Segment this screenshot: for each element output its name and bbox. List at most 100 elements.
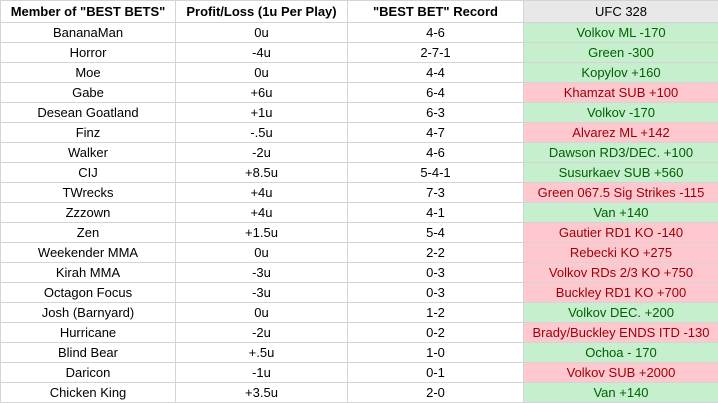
pick-cell: Volkov ML -170 <box>524 23 718 43</box>
cell: +8.5u <box>176 163 348 183</box>
cell: -1u <box>176 363 348 383</box>
pick-cell: Brady/Buckley ENDS ITD -130 <box>524 323 718 343</box>
cell: Josh (Barnyard) <box>1 303 176 323</box>
pick-cell: Gautier RD1 KO -140 <box>524 223 718 243</box>
cell: Zzzown <box>1 203 176 223</box>
cell: -3u <box>176 283 348 303</box>
pick-cell: Volkov -170 <box>524 103 718 123</box>
cell: 6-4 <box>348 83 524 103</box>
cell: Gabe <box>1 83 176 103</box>
cell: 5-4 <box>348 223 524 243</box>
cell: 4-7 <box>348 123 524 143</box>
header-cell: Profit/Loss (1u Per Play) <box>176 1 348 23</box>
cell: 4-4 <box>348 63 524 83</box>
pick-cell: Volkov SUB +2000 <box>524 363 718 383</box>
cell: -4u <box>176 43 348 63</box>
pick-cell: Van +140 <box>524 203 718 223</box>
cell: Desean Goatland <box>1 103 176 123</box>
cell: 0-2 <box>348 323 524 343</box>
cell: TWrecks <box>1 183 176 203</box>
cell: 6-3 <box>348 103 524 123</box>
cell: +6u <box>176 83 348 103</box>
cell: +.5u <box>176 343 348 363</box>
cell: BananaMan <box>1 23 176 43</box>
header-cell: "BEST BET" Record <box>348 1 524 23</box>
cell: Zen <box>1 223 176 243</box>
cell: Blind Bear <box>1 343 176 363</box>
cell: 0-1 <box>348 363 524 383</box>
cell: +4u <box>176 183 348 203</box>
pick-cell: Dawson RD3/DEC. +100 <box>524 143 718 163</box>
cell: +3.5u <box>176 383 348 403</box>
pick-cell: Buckley RD1 KO +700 <box>524 283 718 303</box>
cell: +1.5u <box>176 223 348 243</box>
cell: 4-6 <box>348 23 524 43</box>
header-cell: Member of "BEST BETS" <box>1 1 176 23</box>
pick-cell: Susurkaev SUB +560 <box>524 163 718 183</box>
cell: Octagon Focus <box>1 283 176 303</box>
cell: 7-3 <box>348 183 524 203</box>
cell: -2u <box>176 323 348 343</box>
cell: 0u <box>176 23 348 43</box>
cell: 0-3 <box>348 263 524 283</box>
cell: -.5u <box>176 123 348 143</box>
cell: 4-6 <box>348 143 524 163</box>
cell: Weekender MMA <box>1 243 176 263</box>
cell: -2u <box>176 143 348 163</box>
cell: 0-3 <box>348 283 524 303</box>
cell: 2-7-1 <box>348 43 524 63</box>
cell: 1-0 <box>348 343 524 363</box>
pick-cell: Kopylov +160 <box>524 63 718 83</box>
cell: Walker <box>1 143 176 163</box>
pick-cell: Volkov RDs 2/3 KO +750 <box>524 263 718 283</box>
cell: Finz <box>1 123 176 143</box>
cell: 0u <box>176 243 348 263</box>
cell: Chicken King <box>1 383 176 403</box>
header-row: Member of "BEST BETS"Profit/Loss (1u Per… <box>1 1 718 23</box>
cell: 2-0 <box>348 383 524 403</box>
cell: 1-2 <box>348 303 524 323</box>
pick-cell: Alvarez ML +142 <box>524 123 718 143</box>
cell: Kirah MMA <box>1 263 176 283</box>
cell: 2-2 <box>348 243 524 263</box>
pick-cell: Ochoa - 170 <box>524 343 718 363</box>
pick-cell: Green 067.5 Sig Strikes -115 <box>524 183 718 203</box>
header-cell: UFC 328 <box>524 1 718 23</box>
cell: Daricon <box>1 363 176 383</box>
pick-cell: Van +140 <box>524 383 718 403</box>
pick-cell: Volkov DEC. +200 <box>524 303 718 323</box>
cell: 5-4-1 <box>348 163 524 183</box>
cell: 0u <box>176 63 348 83</box>
cell: Horror <box>1 43 176 63</box>
cell: +1u <box>176 103 348 123</box>
cell: -3u <box>176 263 348 283</box>
pick-cell: Green -300 <box>524 43 718 63</box>
pick-cell: Rebecki KO +275 <box>524 243 718 263</box>
cell: 0u <box>176 303 348 323</box>
cell: Hurricane <box>1 323 176 343</box>
cell: +4u <box>176 203 348 223</box>
cell: Moe <box>1 63 176 83</box>
